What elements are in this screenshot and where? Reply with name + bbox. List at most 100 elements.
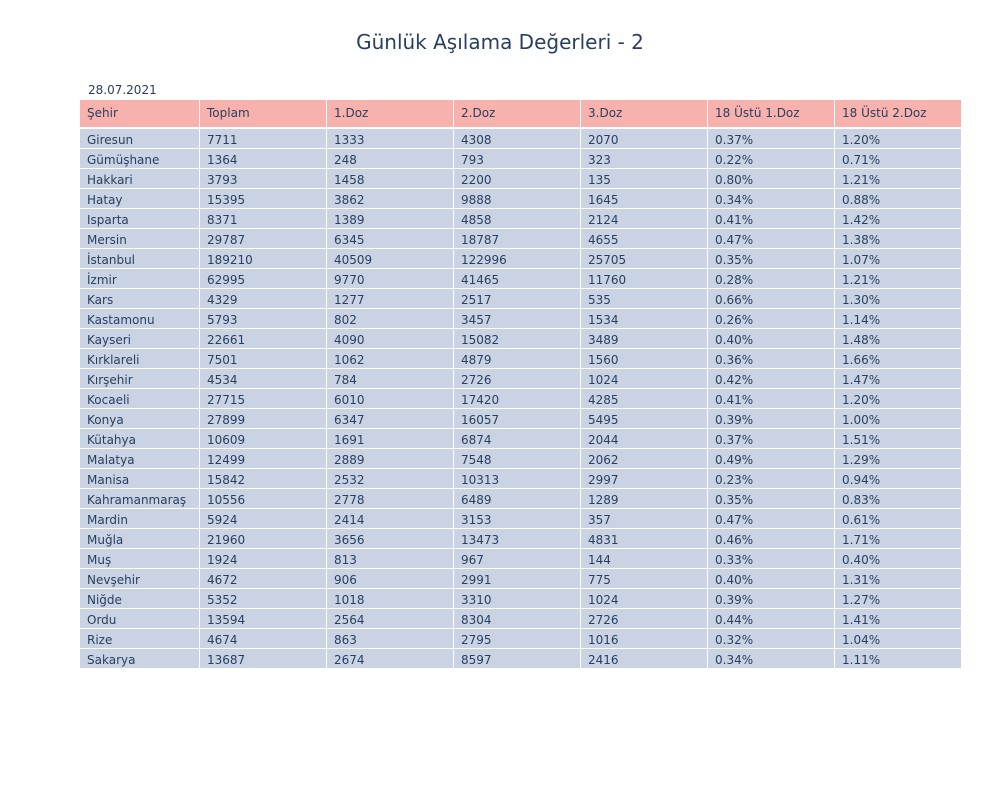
table-cell: 1.42% [835, 209, 961, 229]
table-cell: 3793 [200, 169, 327, 189]
table-row: İstanbul 189210 40509 122996 25705 0.35% 1.07% [80, 249, 961, 269]
table-cell: 27899 [200, 409, 327, 429]
table-cell: 0.35% [708, 489, 835, 509]
header-cell: 3.Doz [581, 100, 708, 128]
table-cell: 6347 [327, 409, 454, 429]
table-cell: Mersin [80, 229, 200, 249]
table-cell: 3153 [454, 509, 581, 529]
table-cell: 784 [327, 369, 454, 389]
table-cell: 5793 [200, 309, 327, 329]
table-cell: 0.39% [708, 589, 835, 609]
table-cell: 4831 [581, 529, 708, 549]
table-cell: 11760 [581, 269, 708, 289]
table-cell: 0.35% [708, 249, 835, 269]
table-row: Rize 4674 863 2795 1016 0.32% 1.04% [80, 629, 961, 649]
table-cell: 1458 [327, 169, 454, 189]
table-cell: 3656 [327, 529, 454, 549]
table-cell: 3489 [581, 329, 708, 349]
header-separator [80, 128, 961, 129]
table-cell: Hakkari [80, 169, 200, 189]
table-cell: 25705 [581, 249, 708, 269]
table-cell: 1333 [327, 129, 454, 149]
table-cell: 7548 [454, 449, 581, 469]
table-cell: 6010 [327, 389, 454, 409]
table-cell: 0.61% [835, 509, 961, 529]
table-cell: 10609 [200, 429, 327, 449]
table-cell: 0.80% [708, 169, 835, 189]
table-cell: 5495 [581, 409, 708, 429]
table-cell: 1645 [581, 189, 708, 209]
table-cell: 248 [327, 149, 454, 169]
table-cell: 1.48% [835, 329, 961, 349]
table-cell: 6874 [454, 429, 581, 449]
table-cell: 967 [454, 549, 581, 569]
table-cell: 62995 [200, 269, 327, 289]
table-cell: 4879 [454, 349, 581, 369]
table-cell: 793 [454, 149, 581, 169]
table-cell: 5352 [200, 589, 327, 609]
table-cell: 1389 [327, 209, 454, 229]
table-cell: 17420 [454, 389, 581, 409]
table-cell: 1.27% [835, 589, 961, 609]
table-cell: 3457 [454, 309, 581, 329]
table-row: Nevşehir 4672 906 2991 775 0.40% 1.31% [80, 569, 961, 589]
table-cell: 3310 [454, 589, 581, 609]
table-row: İzmir 62995 9770 41465 11760 0.28% 1.21% [80, 269, 961, 289]
table-cell: 1.31% [835, 569, 961, 589]
table-cell: 1016 [581, 629, 708, 649]
table-cell: 2517 [454, 289, 581, 309]
table-cell: 2674 [327, 649, 454, 669]
table-cell: 9770 [327, 269, 454, 289]
table-cell: 1.11% [835, 649, 961, 669]
table-cell: Kütahya [80, 429, 200, 449]
table-cell: 0.33% [708, 549, 835, 569]
table-cell: 2414 [327, 509, 454, 529]
table-header-row: Şehir Toplam 1.Doz 2.Doz 3.Doz 18 Üstü 1.Doz 1… [80, 100, 961, 128]
table-row: Isparta 8371 1389 4858 2124 0.41% 1.42% [80, 209, 961, 229]
table-cell: 1.20% [835, 129, 961, 149]
table-cell: 7501 [200, 349, 327, 369]
table-cell: 9888 [454, 189, 581, 209]
table-cell: 0.23% [708, 469, 835, 489]
table-cell: 1.04% [835, 629, 961, 649]
table-cell: 0.39% [708, 409, 835, 429]
table-cell: 802 [327, 309, 454, 329]
table-cell: 2778 [327, 489, 454, 509]
table-row: Ordu 13594 2564 8304 2726 0.44% 1.41% [80, 609, 961, 629]
table-cell: 12499 [200, 449, 327, 469]
table-cell: 0.37% [708, 429, 835, 449]
table-cell: 1.00% [835, 409, 961, 429]
table-row: Mardin 5924 2414 3153 357 0.47% 0.61% [80, 509, 961, 529]
table-cell: 3862 [327, 189, 454, 209]
table-cell: 1.07% [835, 249, 961, 269]
table-cell: 0.41% [708, 209, 835, 229]
table-row: Kırklareli 7501 1062 4879 1560 0.36% 1.66% [80, 349, 961, 369]
table-cell: Rize [80, 629, 200, 649]
table-cell: 0.46% [708, 529, 835, 549]
table-cell: 535 [581, 289, 708, 309]
table-cell: 323 [581, 149, 708, 169]
table-cell: 135 [581, 169, 708, 189]
table-cell: 22661 [200, 329, 327, 349]
table-cell: 5924 [200, 509, 327, 529]
table-cell: Hatay [80, 189, 200, 209]
table-cell: 1364 [200, 149, 327, 169]
header-cell: Şehir [80, 100, 200, 128]
table-cell: 906 [327, 569, 454, 589]
table-cell: 1924 [200, 549, 327, 569]
table-cell: Muğla [80, 529, 200, 549]
table-cell: 2991 [454, 569, 581, 589]
table-cell: 4858 [454, 209, 581, 229]
table-cell: 1.47% [835, 369, 961, 389]
table-cell: 4534 [200, 369, 327, 389]
table-cell: 4308 [454, 129, 581, 149]
table-cell: 0.94% [835, 469, 961, 489]
table-row: Giresun 7711 1333 4308 2070 0.37% 1.20% [80, 129, 961, 149]
date-label: 28.07.2021 [88, 83, 157, 97]
table-cell: 2795 [454, 629, 581, 649]
table-row: Muş 1924 813 967 144 0.33% 0.40% [80, 549, 961, 569]
table-cell: 1024 [581, 589, 708, 609]
table-cell: Malatya [80, 449, 200, 469]
table-cell: 0.47% [708, 509, 835, 529]
header-cell: Toplam [200, 100, 327, 128]
